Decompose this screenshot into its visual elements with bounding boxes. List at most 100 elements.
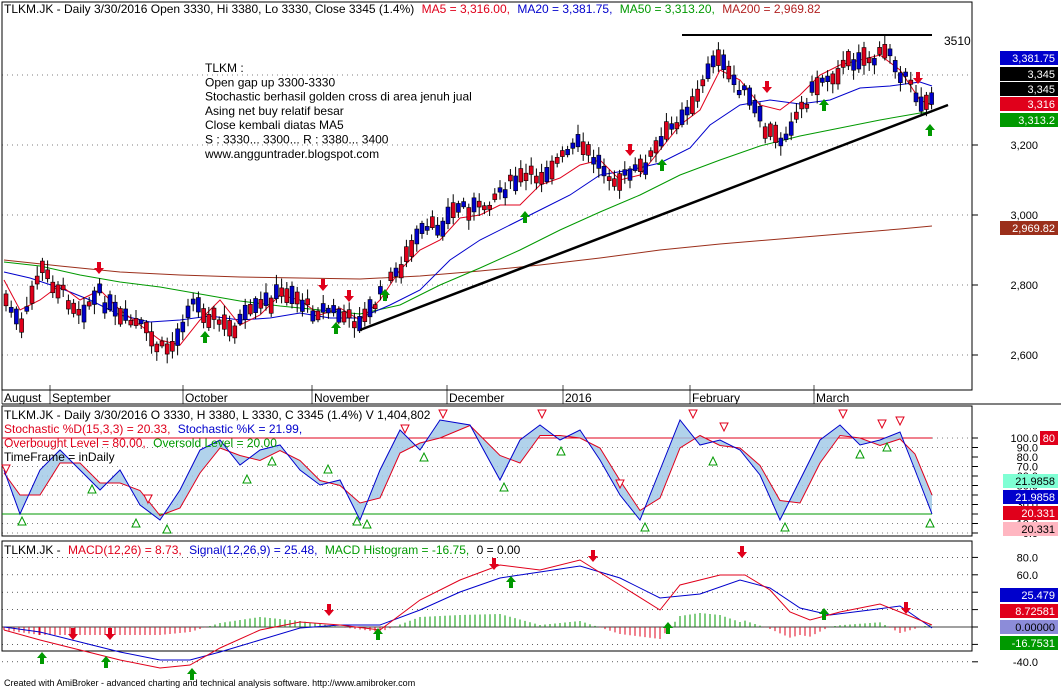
value-badge-text: 3,345 <box>1027 69 1055 81</box>
stoch-buy-arrow <box>267 455 277 466</box>
stoch-k-label: Stochastic %K = 21.99, <box>178 422 302 436</box>
candle-body <box>617 173 622 191</box>
candle-body <box>211 307 217 320</box>
value-badge-text: 2,969.82 <box>1012 223 1055 235</box>
candle-body <box>866 57 872 64</box>
candle-body <box>138 319 144 325</box>
buy-arrow <box>657 159 667 171</box>
candle-body <box>107 294 113 311</box>
candle-body <box>331 305 336 314</box>
stoch-buy-arrow <box>419 451 429 462</box>
histogram-value-label: MACD Histogram = -16.75, <box>325 543 469 557</box>
sell-arrow <box>324 604 334 616</box>
candle-body <box>601 166 607 177</box>
candle-body <box>653 140 659 154</box>
buy-arrow <box>200 331 210 343</box>
stoch-sell-arrow <box>688 409 698 420</box>
candle-body <box>409 240 414 257</box>
candle-body <box>149 331 154 347</box>
stochastic-panel: TLKM.JK - Daily 3/30/2016 O 3330, H 3380… <box>1 405 1058 540</box>
candle-body <box>66 300 71 310</box>
timeframe-label: TimeFrame = inDaily <box>4 450 115 464</box>
candle-body <box>45 269 50 280</box>
candle-body <box>830 73 836 85</box>
candle-body <box>60 284 66 291</box>
stoch-buy-arrow <box>17 515 27 526</box>
x-tick-label: March <box>816 391 849 405</box>
candle-body <box>190 298 196 305</box>
value-badge-text: 0.00000 <box>1015 622 1055 634</box>
candle-body <box>580 141 586 155</box>
candle-body <box>34 275 40 285</box>
candle-body <box>684 106 690 116</box>
candle-body <box>632 164 638 171</box>
candle-body <box>508 174 513 182</box>
candle-body <box>289 285 295 304</box>
price-candles <box>3 35 934 364</box>
buy-arrow <box>37 652 47 664</box>
candle-body <box>487 204 492 210</box>
candle-body <box>835 68 841 85</box>
candle-body <box>242 304 248 320</box>
stoch-value-badges: 80 21.9858 21.9858 20.331 20.331 <box>1003 431 1058 536</box>
value-badge-text: 21.9858 <box>1015 492 1055 504</box>
macd-title-symbol: TLKM.JK - <box>4 543 61 557</box>
buy-arrow <box>331 322 341 334</box>
candle-body <box>710 55 716 68</box>
sell-arrow <box>762 81 772 93</box>
candle-body <box>747 87 752 106</box>
candle-body <box>388 271 394 281</box>
candle-body <box>658 136 664 147</box>
stoch-sell-arrow <box>1 464 11 475</box>
y-tick-label: 80.0 <box>1017 452 1038 464</box>
candle-body <box>201 308 206 323</box>
value-badge <box>1040 431 1058 445</box>
candle-body <box>419 222 425 234</box>
candle-body <box>924 94 929 110</box>
candle-body <box>513 175 518 192</box>
candle-body <box>497 187 503 193</box>
note-line: S : 3330... 3300... R : 3380... 3400 <box>205 133 389 147</box>
candle-body <box>372 304 378 310</box>
y-tick-label: -40.0 <box>1013 657 1038 669</box>
candle-body <box>788 121 794 136</box>
value-badge-text: 21.9858 <box>1015 476 1055 488</box>
stoch-buy-arrow <box>242 473 252 484</box>
candle-body <box>627 168 633 181</box>
y-tick-label: 100.0 <box>1010 433 1038 445</box>
value-badge-text: 3,313.2 <box>1018 115 1055 127</box>
candle-body <box>502 189 508 199</box>
stoch-buy-arrow <box>362 518 372 529</box>
candle-body <box>471 197 477 213</box>
stoch-buy-arrow <box>640 521 650 532</box>
sell-arrow <box>318 279 328 291</box>
note-line: Close kembali diatas MA5 <box>205 118 344 132</box>
candle-body <box>55 284 61 299</box>
y-tick-label: 3,000 <box>1010 210 1038 222</box>
candle-body <box>892 60 898 73</box>
candle-body <box>222 314 227 330</box>
y-tick-label: 90.0 <box>1017 443 1038 455</box>
price-signal-arrows <box>94 72 935 343</box>
value-badge <box>1000 67 1058 81</box>
candle-body <box>882 44 888 59</box>
candle-body <box>840 59 846 68</box>
candle-body <box>794 111 799 120</box>
candle-body <box>560 150 565 157</box>
stoch-sell-arrow <box>143 494 153 505</box>
candle-body <box>216 319 222 325</box>
candle-body <box>903 71 908 77</box>
candle-body <box>482 205 487 211</box>
buy-arrow <box>506 576 516 588</box>
candle-body <box>227 320 232 337</box>
value-badge <box>1000 636 1058 650</box>
y-tick-label: 2,600 <box>1010 350 1038 362</box>
value-badge <box>1000 82 1058 96</box>
candle-body <box>908 79 914 85</box>
candle-body <box>424 226 430 231</box>
candle-body <box>679 109 685 125</box>
candle-body <box>180 321 186 333</box>
candle-body <box>549 160 555 180</box>
candle-body <box>596 154 602 169</box>
stoch-sell-arrow <box>719 422 729 433</box>
